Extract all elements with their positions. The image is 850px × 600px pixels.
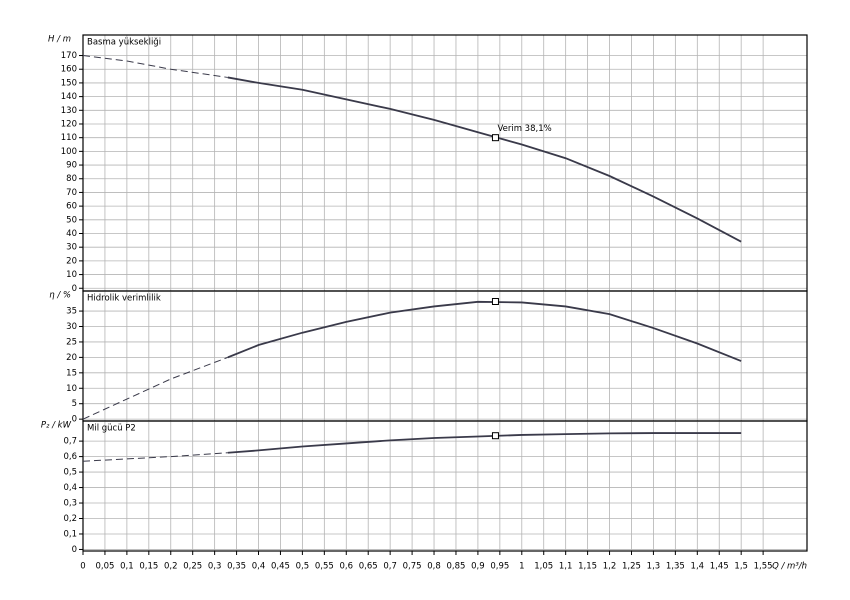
panel-title: Basma yüksekliği: [87, 38, 161, 48]
panel-title: Hidrolik verimlilik: [87, 294, 161, 304]
x-tick-label: 0,75: [403, 562, 422, 572]
y-tick-label: 20: [66, 256, 77, 266]
x-tick-label: 1,05: [534, 562, 553, 572]
y-tick-label: 30: [66, 322, 77, 332]
y-tick-label: 0,7: [63, 437, 77, 447]
x-tick-label: 0,9: [471, 562, 485, 572]
y-tick-label: 80: [66, 174, 77, 184]
curve: [82, 55, 228, 78]
y-tick-label: 50: [66, 215, 77, 225]
x-tick-label: 0,25: [183, 562, 202, 572]
x-tick-label: 1,45: [710, 562, 729, 572]
curve: [82, 356, 228, 420]
y-tick-label: 0,3: [63, 499, 77, 509]
y-tick-label: 0,4: [63, 483, 77, 493]
y-tick-label: 140: [61, 92, 77, 102]
y-tick-label: 40: [66, 229, 77, 239]
y-tick-label: 130: [61, 106, 77, 116]
x-tick-label: 1,2: [603, 562, 617, 572]
x-tick-label: 0,5: [296, 562, 310, 572]
x-tick-label: 1,1: [559, 562, 573, 572]
y-tick-label: 0,6: [63, 452, 77, 462]
y-axis-label: H / m: [48, 35, 71, 45]
y-tick-label: 15: [66, 368, 77, 378]
x-tick-label: 0,35: [227, 562, 246, 572]
x-tick-label: 0,7: [383, 562, 397, 572]
x-tick-label: 0,3: [208, 562, 222, 572]
y-axis-label: P₂ / kW: [41, 421, 72, 431]
annotation: Verim 38,1%: [497, 124, 551, 134]
x-tick-label: 0,45: [271, 562, 290, 572]
x-tick-label: 0,05: [95, 562, 114, 572]
x-tick-label: 0: [80, 562, 85, 572]
y-tick-label: 70: [66, 188, 77, 198]
operating-point: [491, 432, 499, 440]
y-tick-label: 30: [66, 243, 77, 253]
y-tick-label: 170: [61, 51, 77, 61]
x-tick-label: 0,8: [427, 562, 441, 572]
y-tick-label: 0,1: [63, 529, 77, 539]
y-tick-label: 110: [61, 133, 77, 143]
y-tick-label: 0: [72, 284, 77, 294]
y-tick-label: 90: [66, 161, 77, 171]
y-tick-label: 35: [66, 307, 77, 317]
plot-frame: [82, 34, 808, 292]
x-tick-label: 0,6: [340, 562, 354, 572]
y-tick-label: 150: [61, 78, 77, 88]
y-tick-label: 160: [61, 65, 77, 75]
y-tick-label: 5: [72, 399, 77, 409]
x-tick-label: 0,55: [315, 562, 334, 572]
y-tick-label: 120: [61, 119, 77, 129]
plot-frame: [82, 290, 808, 422]
curve: [227, 300, 742, 362]
y-tick-label: 0,5: [63, 468, 77, 478]
x-tick-label: 0,1: [120, 562, 134, 572]
x-tick-label: 1: [519, 562, 524, 572]
x-tick-label: 0,65: [359, 562, 378, 572]
x-tick-label: 1,3: [647, 562, 661, 572]
x-tick-label: 0,15: [139, 562, 158, 572]
y-tick-label: 25: [66, 337, 77, 347]
y-tick-label: 0: [72, 545, 77, 555]
x-tick-label: 1,15: [578, 562, 597, 572]
panel-title: Mil gücü P2: [87, 424, 136, 434]
curve: [227, 432, 742, 454]
x-tick-label: 1,55: [754, 562, 773, 572]
x-axis-label: Q / m³/h: [772, 562, 807, 572]
y-tick-label: 10: [66, 270, 77, 280]
x-tick-label: 1,25: [622, 562, 641, 572]
curve: [227, 76, 742, 243]
operating-point: [491, 297, 499, 305]
y-tick-label: 20: [66, 353, 77, 363]
x-tick-label: 0,4: [252, 562, 266, 572]
y-axis-label: η / %: [49, 291, 71, 301]
x-tick-label: 1,35: [666, 562, 685, 572]
y-tick-label: 0: [72, 415, 77, 425]
y-tick-label: 10: [66, 384, 77, 394]
y-tick-label: 0,2: [63, 514, 77, 524]
y-tick-label: 60: [66, 202, 77, 212]
x-tick-label: 0,85: [447, 562, 466, 572]
x-tick-label: 0,95: [490, 562, 509, 572]
plot-frame: [82, 420, 808, 552]
y-tick-label: 100: [61, 147, 77, 157]
operating-point: [491, 134, 499, 142]
x-tick-label: 1,5: [734, 562, 748, 572]
x-tick-label: 0,2: [164, 562, 178, 572]
curve: [82, 452, 228, 462]
x-tick-label: 1,4: [691, 562, 705, 572]
